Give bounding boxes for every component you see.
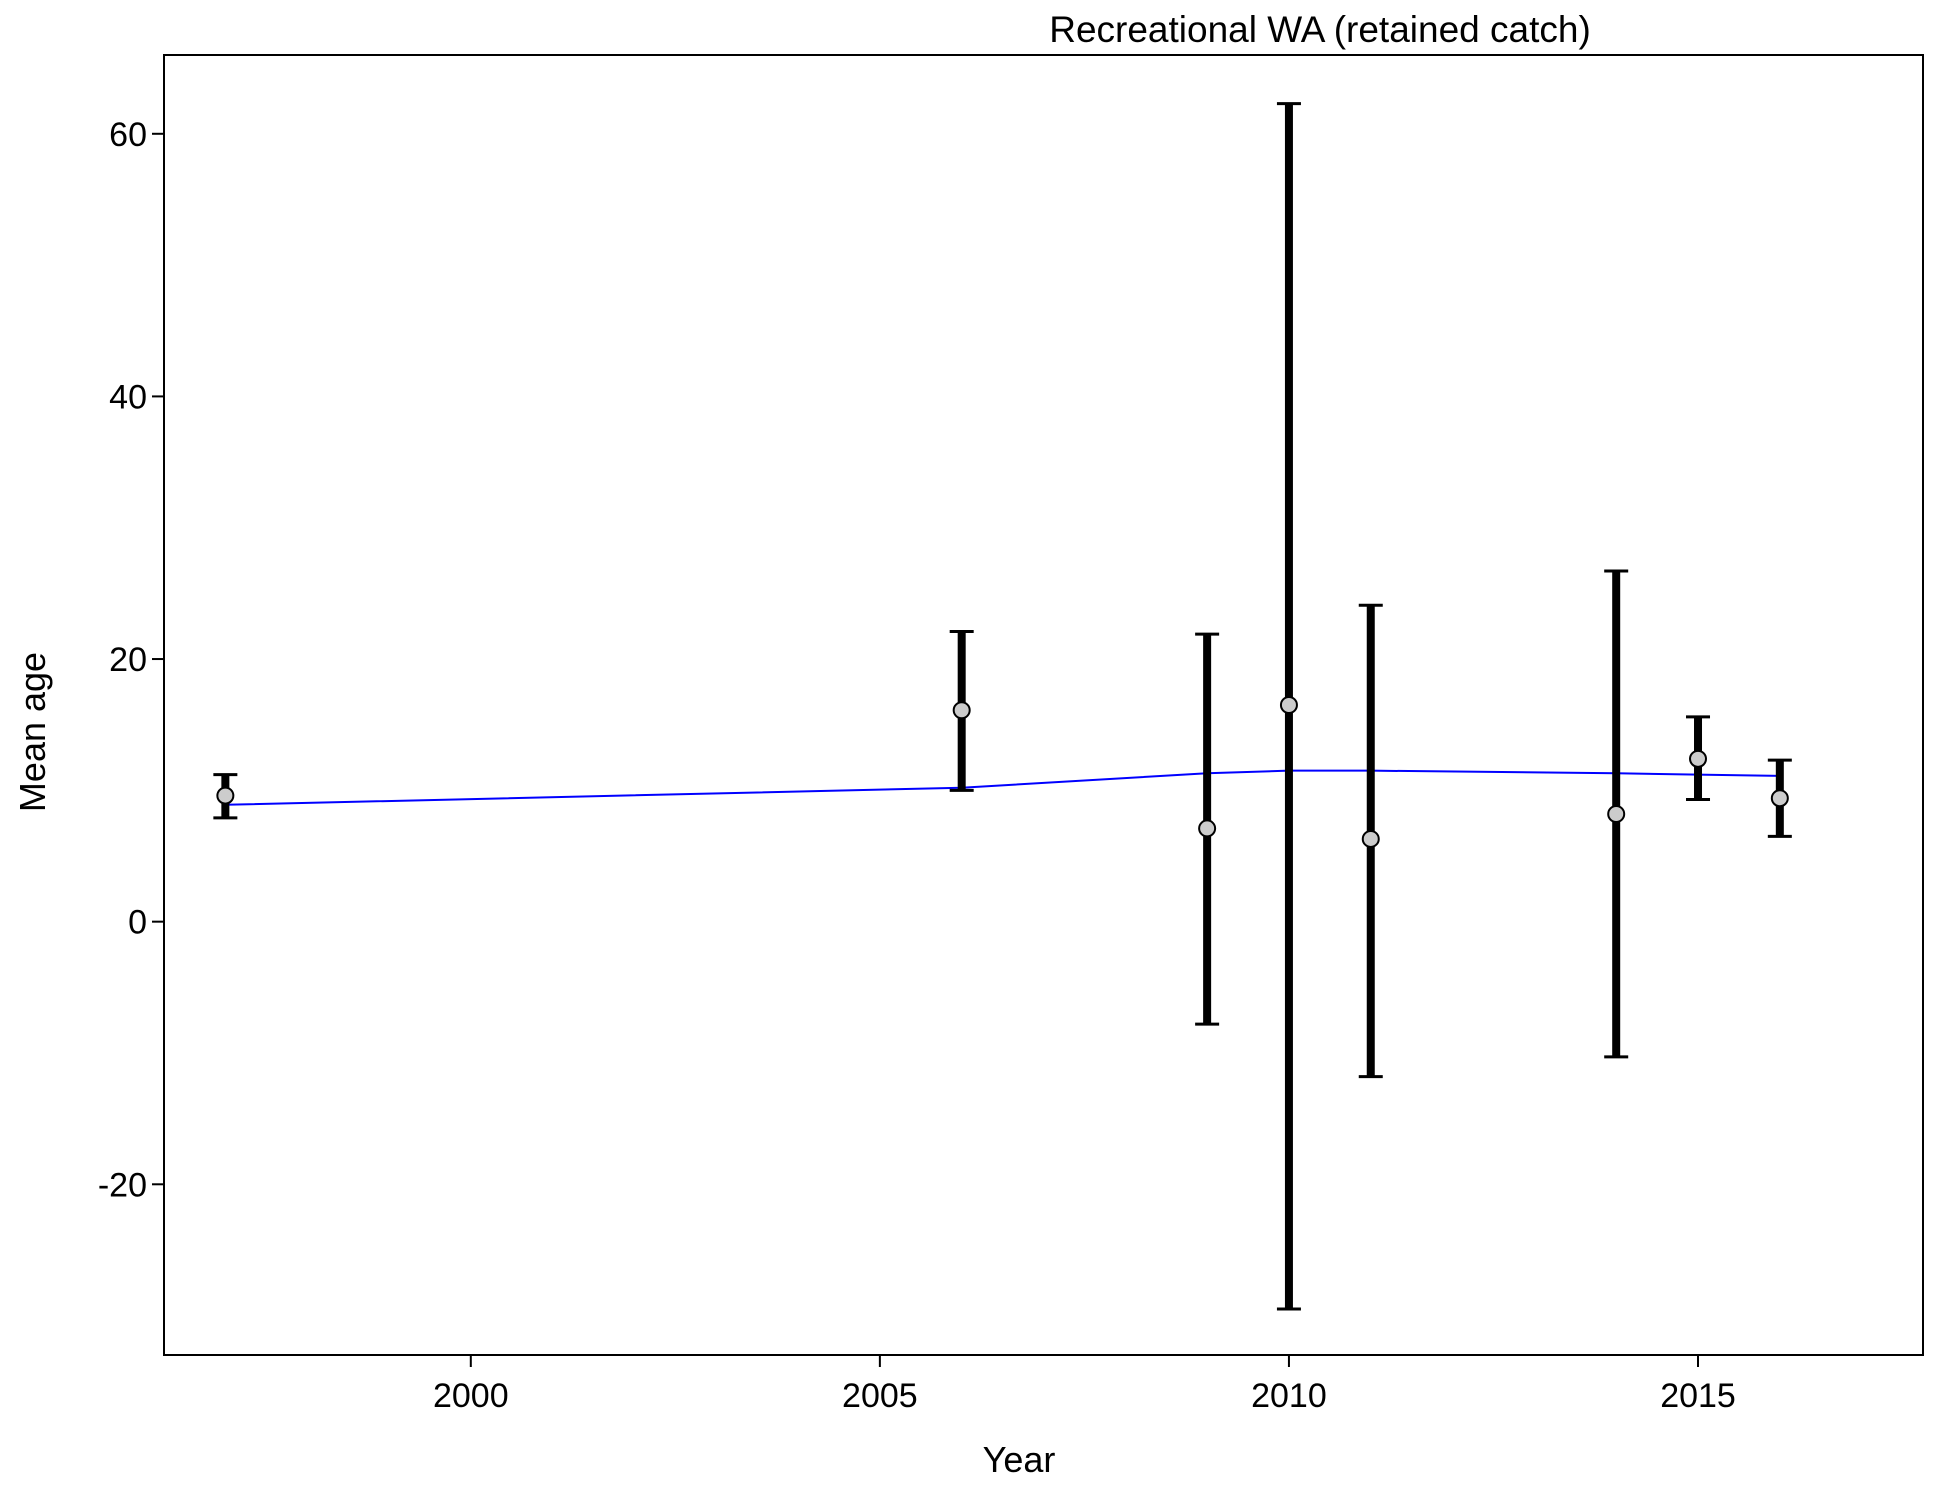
y-tick-label: 0	[128, 904, 147, 942]
y-axis-title: Mean age	[12, 652, 53, 812]
chart-title: Recreational WA (retained catch)	[1049, 9, 1591, 50]
observed-point	[1198, 819, 1217, 838]
x-axis: 2000 2005 2010 2015	[433, 1355, 1736, 1415]
observed-point	[1279, 696, 1298, 714]
x-tick-label: 2010	[1251, 1377, 1327, 1415]
x-tick-label: 2015	[1660, 1377, 1736, 1415]
y-tick-label: 40	[109, 378, 147, 416]
observed-point	[216, 786, 235, 805]
observed-point	[1361, 829, 1380, 848]
observed-point	[1607, 804, 1626, 823]
expected-line-layer	[225, 769, 1780, 806]
points-layer	[216, 696, 1789, 848]
y-axis: -20 0 20 40 60	[98, 116, 164, 1204]
plot-frame	[163, 54, 1924, 1356]
error-bars-layer	[213, 102, 1792, 1311]
expected-mean-age-line	[225, 769, 1780, 806]
observed-point	[1689, 749, 1708, 768]
x-tick-label: 2005	[842, 1377, 918, 1415]
y-tick-label: 60	[109, 116, 147, 154]
x-tick-label: 2000	[433, 1377, 509, 1415]
y-tick-label: 20	[109, 641, 147, 679]
y-tick-label: -20	[98, 1166, 147, 1204]
observed-point	[952, 701, 971, 720]
observed-point	[1770, 789, 1789, 808]
x-axis-title: Year	[983, 1439, 1056, 1480]
